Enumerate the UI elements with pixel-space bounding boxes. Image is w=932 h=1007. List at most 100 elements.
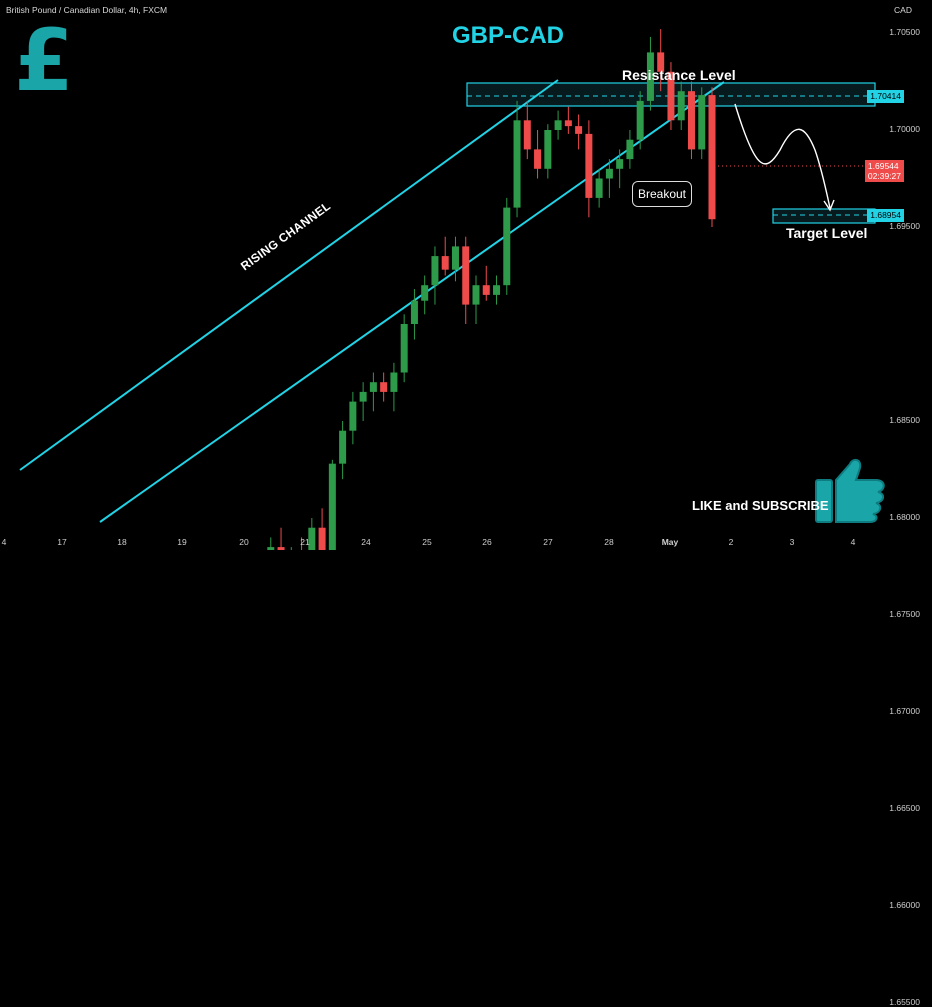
candle-body — [380, 382, 388, 392]
candle — [369, 372, 377, 412]
candle-body — [369, 382, 377, 392]
x-tick-label: 24 — [361, 537, 371, 547]
candle-body — [277, 547, 285, 550]
candle — [380, 372, 388, 402]
candle-body — [472, 285, 480, 305]
candle-body — [441, 256, 449, 270]
candle-body — [451, 246, 459, 270]
candle — [462, 236, 470, 324]
instrument-label: British Pound / Canadian Dollar, 4h, FXC… — [6, 5, 168, 15]
y-tick-label: 1.69500 — [889, 221, 920, 231]
candle — [523, 100, 531, 160]
candle-body — [267, 547, 275, 550]
current-price-text: 1.69544 — [867, 161, 899, 171]
y-tick-label: 1.67000 — [889, 706, 920, 716]
candle-body — [616, 159, 624, 169]
chart-title: GBP-CAD — [452, 22, 564, 49]
candle — [339, 421, 347, 480]
candle — [616, 149, 624, 189]
current-price-badge: 1.69544 02:39:27 — [864, 160, 904, 182]
candle — [431, 246, 439, 305]
candle — [708, 87, 716, 227]
resistance-price-badge: 1.70414 — [867, 90, 904, 103]
candle-body — [390, 372, 398, 392]
candle — [493, 275, 501, 305]
candle — [657, 29, 665, 92]
candle — [575, 114, 583, 150]
candle — [564, 106, 572, 134]
candle — [554, 110, 562, 140]
candle-body — [677, 91, 685, 121]
candle — [410, 289, 418, 340]
candle — [421, 275, 429, 315]
candle-body — [503, 207, 511, 286]
candle — [513, 100, 521, 218]
x-tick-label: 18 — [117, 537, 127, 547]
candle-body — [708, 95, 716, 220]
candle — [698, 87, 706, 160]
x-tick-label: 20 — [239, 537, 249, 547]
candle-body — [554, 120, 562, 130]
candle-body — [687, 91, 695, 150]
y-tick-label: 1.66500 — [889, 803, 920, 813]
candle — [646, 36, 654, 111]
x-tick-label: 4 — [1, 537, 7, 547]
candle-body — [534, 149, 542, 169]
candle-body — [493, 285, 501, 295]
candle — [677, 81, 685, 130]
channel-upper-line — [19, 79, 559, 471]
candle-body — [657, 52, 665, 72]
y-tick-label: 1.68500 — [889, 415, 920, 425]
candle-body — [575, 126, 583, 134]
candle — [390, 362, 398, 412]
candle — [318, 508, 326, 550]
candle — [349, 391, 357, 445]
candle — [585, 120, 593, 218]
candle — [667, 62, 675, 130]
pound-sign-icon: £ — [14, 11, 74, 111]
candle-body — [359, 391, 367, 402]
y-tick-label: 1.68000 — [889, 512, 920, 522]
candle-body — [431, 256, 439, 286]
candle — [605, 159, 613, 198]
candle-body — [564, 120, 572, 127]
candle — [451, 236, 459, 282]
candle — [482, 265, 490, 301]
candle-body — [308, 527, 316, 550]
candle — [441, 236, 449, 276]
candle-body — [636, 100, 644, 140]
x-tick-label: 2 — [728, 537, 734, 547]
target-label: Target Level — [786, 225, 868, 241]
cta-text: LIKE and SUBSCRIBE — [692, 498, 829, 513]
x-tick-label: 4 — [850, 537, 856, 547]
candle-body — [626, 139, 634, 160]
candle — [308, 518, 316, 550]
resistance-zone — [466, 82, 888, 107]
candle-body — [462, 246, 470, 305]
chart-canvas[interactable] — [0, 0, 932, 550]
candles-layer — [267, 29, 716, 550]
candle — [636, 91, 644, 150]
x-tick-label: 27 — [543, 537, 553, 547]
candle-body — [595, 178, 603, 198]
projection-arrow — [734, 103, 831, 209]
candle — [400, 314, 408, 383]
candle-body — [400, 324, 408, 373]
candle-body — [523, 120, 531, 150]
candle-body — [339, 430, 347, 464]
candle-body — [421, 285, 429, 301]
y-tick-label: 1.70000 — [889, 124, 920, 134]
x-tick-label: 28 — [604, 537, 614, 547]
candle-body — [544, 130, 552, 169]
x-tick-label: 17 — [57, 537, 67, 547]
x-tick-label: 26 — [482, 537, 492, 547]
breakout-callout: Breakout — [632, 181, 692, 207]
candle-body — [698, 95, 706, 150]
x-tick-label: 3 — [789, 537, 795, 547]
candle-body — [646, 52, 654, 101]
candle — [503, 197, 511, 295]
y-tick-label: 1.67500 — [889, 609, 920, 619]
candle-body — [482, 285, 490, 295]
candle — [544, 124, 552, 179]
candle — [277, 527, 285, 550]
